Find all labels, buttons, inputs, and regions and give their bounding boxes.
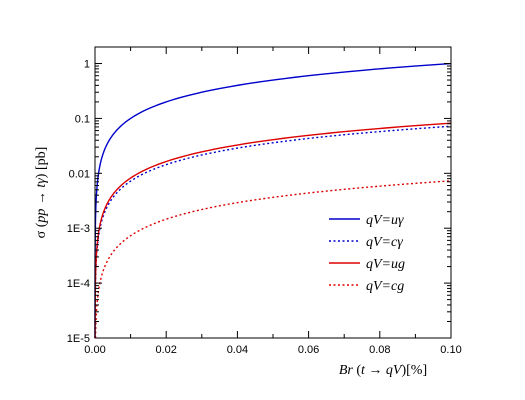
x-axis-label-part: → xyxy=(365,363,386,378)
y-axis-label-part: σ xyxy=(34,230,49,238)
y-axis-label-part: tγ xyxy=(34,178,49,188)
x-tick-label: 0.04 xyxy=(227,344,248,356)
y-axis-label-part: → xyxy=(34,188,49,209)
y-tick-label: 1E-3 xyxy=(67,223,90,235)
x-tick-label: 0.00 xyxy=(84,344,105,356)
legend-label: qV=uγ xyxy=(366,213,404,228)
x-axis-label-part: ( xyxy=(353,363,362,378)
y-tick-label: 0.1 xyxy=(75,113,90,125)
series-line xyxy=(94,125,452,338)
y-tick-label: 0.01 xyxy=(69,168,90,180)
x-tick-label: 0.02 xyxy=(155,344,176,356)
y-axis-label-part: ) [pb] xyxy=(34,147,49,179)
legend: qV=uγ qV=cγ qV=ug qV=cg xyxy=(329,213,405,294)
y-tick-label: 1E-5 xyxy=(67,333,90,345)
x-tick-label: 0.08 xyxy=(369,344,390,356)
legend-label: qV=cg xyxy=(366,279,404,294)
legend-label: qV=ug xyxy=(366,257,405,272)
x-axis-label-part: Br xyxy=(339,363,354,378)
legend-label: qV=cγ xyxy=(366,235,403,250)
plot-frame xyxy=(94,46,452,339)
x-axis-label-part: )[%] xyxy=(401,363,427,378)
y-axis-label: σ (pp → tγ) [pb] xyxy=(34,147,49,239)
series-line xyxy=(94,62,452,338)
x-tick-label: 0.10 xyxy=(440,344,461,356)
y-axis-label-part: pp xyxy=(34,209,49,224)
x-tick-label: 0.06 xyxy=(298,344,319,356)
y-tick-label: 1E-4 xyxy=(67,278,90,290)
x-axis-label-part: qV xyxy=(386,363,403,378)
y-tick-label: 1 xyxy=(84,59,90,71)
ticks-layer: 0.00 0.02 0.04 0.06 0.08 0.10 1E-5 1E-4 1E-3 0.01… xyxy=(67,47,462,356)
series-layer xyxy=(94,62,452,339)
series-line xyxy=(94,122,452,339)
x-axis-label: Br (t → qV)[%] xyxy=(339,363,427,378)
y-axis-label-part: ( xyxy=(34,222,49,231)
x-axis-label-part: t xyxy=(361,363,366,378)
